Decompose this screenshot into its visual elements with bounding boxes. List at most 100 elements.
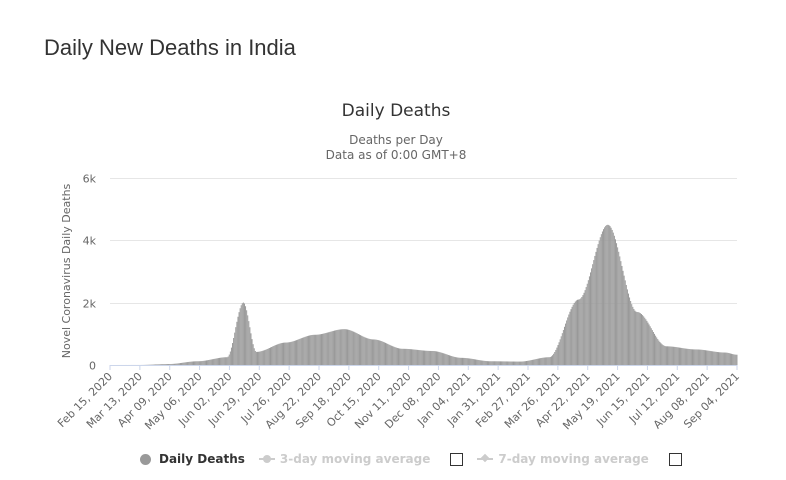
- bar: [319, 334, 321, 365]
- bar: [571, 306, 573, 365]
- bar: [344, 329, 346, 365]
- bar: [550, 356, 552, 365]
- bar: [715, 351, 717, 365]
- bar: [357, 334, 359, 365]
- bar: [729, 353, 731, 365]
- bar: [496, 361, 498, 365]
- bar: [216, 358, 218, 365]
- bar: [270, 347, 271, 365]
- bar: [601, 231, 603, 365]
- bar: [273, 345, 275, 365]
- bar: [265, 349, 267, 365]
- bar: [220, 357, 222, 365]
- bar: [392, 346, 394, 365]
- bar: [348, 329, 350, 365]
- bar: [464, 357, 466, 365]
- bar: [665, 346, 667, 365]
- bar: [384, 342, 386, 365]
- bar: [342, 329, 344, 365]
- bar: [458, 357, 460, 365]
- bar: [192, 361, 194, 365]
- legend-item-daily-deaths[interactable]: Daily Deaths: [140, 452, 245, 466]
- bar: [305, 336, 307, 365]
- bar: [391, 345, 393, 365]
- legend-item-7-day-average[interactable]: 7-day moving average: [477, 452, 682, 466]
- bar: [194, 361, 196, 365]
- bar: [664, 346, 666, 365]
- bar: [733, 354, 735, 365]
- bar: [272, 346, 274, 365]
- bar: [629, 297, 631, 365]
- legend-item-3-day-average[interactable]: 3-day moving average: [258, 452, 464, 466]
- bar: [330, 331, 332, 365]
- bar: [468, 358, 470, 365]
- bar: [209, 359, 211, 365]
- bar: [254, 350, 256, 365]
- bar: [684, 348, 686, 365]
- bar: [317, 334, 319, 365]
- bar: [446, 354, 448, 365]
- checkbox-3-day-average[interactable]: [450, 452, 464, 466]
- bar: [533, 359, 535, 365]
- bar: [455, 357, 457, 365]
- bar: [677, 347, 679, 365]
- bar: [728, 353, 730, 365]
- bar: [736, 354, 738, 365]
- bar: [547, 357, 549, 365]
- bar: [208, 360, 210, 365]
- bar: [214, 358, 216, 365]
- bar: [676, 347, 678, 365]
- bar: [607, 224, 609, 365]
- bar: [572, 304, 574, 365]
- bar: [187, 361, 189, 365]
- bar: [426, 350, 428, 365]
- bar: [542, 357, 544, 365]
- bar: [552, 355, 554, 365]
- bar: [336, 330, 338, 365]
- bar: [279, 343, 281, 365]
- bar: [549, 356, 551, 365]
- bar: [170, 364, 172, 365]
- bar: [326, 332, 328, 365]
- bar: [608, 225, 610, 365]
- bar: [470, 358, 472, 365]
- bar: [573, 302, 575, 365]
- bar: [401, 348, 403, 365]
- bar: [280, 343, 282, 365]
- bar: [514, 361, 516, 365]
- bar: [483, 360, 485, 365]
- bar: [656, 337, 658, 365]
- bar: [727, 352, 729, 365]
- bar: [735, 354, 737, 365]
- checkbox-7-day-average[interactable]: [668, 452, 682, 466]
- bar: [389, 344, 391, 365]
- bar: [536, 358, 538, 365]
- bar: [707, 350, 709, 365]
- bar: [651, 330, 653, 365]
- bar: [267, 348, 269, 365]
- bar: [503, 361, 505, 365]
- bar: [588, 276, 590, 365]
- bar: [201, 361, 203, 365]
- bar: [158, 364, 160, 365]
- bar: [402, 348, 404, 365]
- bar: [219, 357, 221, 365]
- bar: [160, 364, 162, 365]
- bar: [516, 361, 518, 365]
- bar: [377, 340, 379, 365]
- bar: [420, 350, 422, 365]
- bar: [307, 335, 309, 365]
- bar: [375, 339, 377, 365]
- bar: [165, 364, 167, 365]
- bar: [505, 361, 507, 365]
- bar: [584, 290, 586, 365]
- bar: [671, 346, 673, 365]
- bar: [235, 327, 237, 365]
- bar: [416, 349, 418, 365]
- bar: [644, 317, 646, 365]
- bar: [663, 345, 665, 365]
- bar: [250, 333, 252, 365]
- bar: [678, 347, 680, 365]
- bar: [255, 351, 257, 365]
- bar: [264, 349, 266, 365]
